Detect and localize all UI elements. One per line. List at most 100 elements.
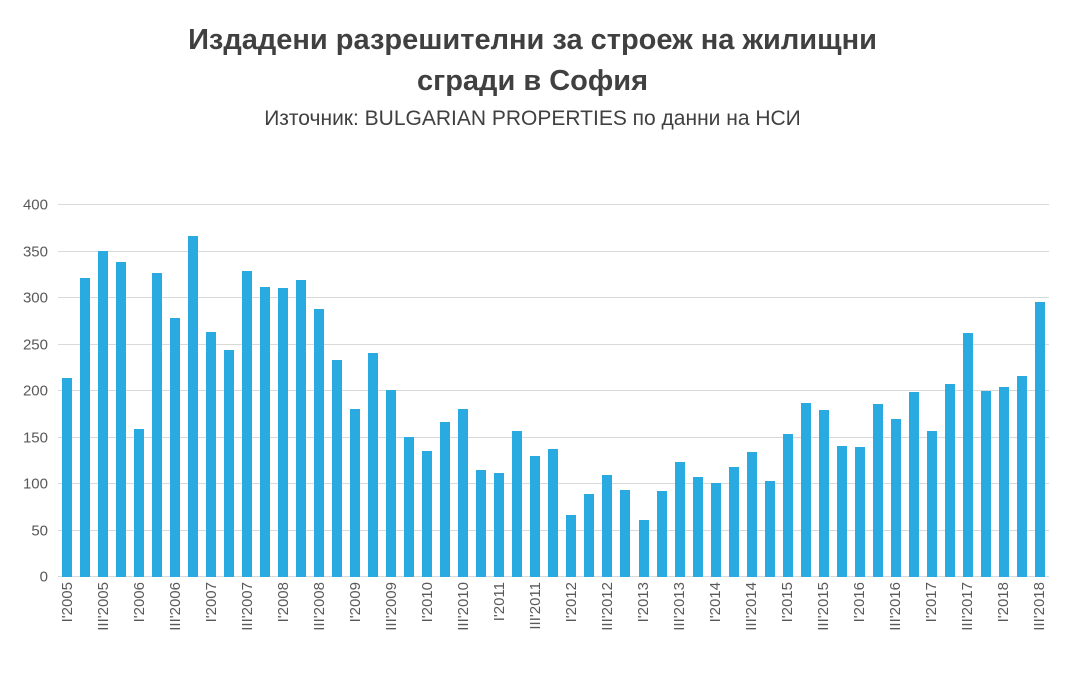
y-tick-label: 250 bbox=[22, 336, 48, 353]
plot-area bbox=[58, 204, 1049, 577]
x-slot bbox=[797, 582, 815, 666]
x-slot: III'2014 bbox=[743, 582, 761, 666]
x-tick-label: I'2017 bbox=[923, 582, 941, 623]
bar bbox=[458, 408, 469, 577]
bar-slot bbox=[959, 205, 977, 577]
x-tick-label: I'2014 bbox=[707, 582, 725, 623]
bar-slot bbox=[94, 205, 112, 577]
bar bbox=[386, 390, 397, 577]
bar-slot bbox=[905, 205, 923, 577]
x-tick-label: I'2013 bbox=[635, 582, 652, 623]
bar-series bbox=[58, 205, 1049, 577]
x-tick-label: I'2016 bbox=[851, 582, 869, 623]
x-slot bbox=[941, 582, 959, 666]
bar-slot bbox=[148, 205, 166, 577]
x-tick-label: III'2015 bbox=[815, 582, 833, 631]
chart-subtitle: Източник: BULGARIAN PROPERTIES по данни … bbox=[264, 107, 801, 130]
bar bbox=[800, 403, 811, 577]
x-tick-label: III'2007 bbox=[238, 582, 256, 631]
bar bbox=[872, 404, 883, 577]
x-tick-label: III'2014 bbox=[743, 582, 761, 631]
x-slot: I'2006 bbox=[130, 582, 148, 666]
bar bbox=[692, 476, 703, 577]
bar-slot bbox=[400, 205, 418, 577]
bar-slot bbox=[436, 205, 454, 577]
bar-slot bbox=[58, 205, 76, 577]
gridline bbox=[58, 343, 1049, 345]
bar bbox=[674, 461, 685, 577]
x-slot: III'2005 bbox=[94, 582, 112, 666]
bar bbox=[548, 448, 559, 577]
bar bbox=[656, 490, 667, 577]
bar bbox=[764, 481, 775, 577]
bar bbox=[278, 287, 289, 577]
bar bbox=[818, 409, 829, 577]
x-slot bbox=[220, 582, 238, 666]
x-slot bbox=[472, 582, 490, 666]
bar bbox=[350, 408, 361, 577]
bar-slot bbox=[923, 205, 941, 577]
y-tick-label: 100 bbox=[22, 475, 48, 493]
bar-slot bbox=[869, 205, 887, 577]
bar-slot bbox=[112, 205, 130, 577]
bar-slot bbox=[238, 205, 256, 577]
x-slot: I'2014 bbox=[707, 582, 725, 666]
bar-slot bbox=[310, 205, 328, 577]
x-slot: III'2007 bbox=[238, 582, 256, 666]
x-slot: I'2018 bbox=[995, 582, 1013, 666]
bar-slot bbox=[635, 205, 653, 577]
x-slot: I'2015 bbox=[779, 582, 797, 666]
bar bbox=[206, 332, 217, 577]
bar-slot bbox=[454, 205, 472, 577]
bar bbox=[260, 286, 271, 577]
bar-slot bbox=[526, 205, 544, 577]
x-tick-label: III'2006 bbox=[166, 582, 184, 631]
x-slot bbox=[761, 582, 779, 666]
bar-slot bbox=[1031, 205, 1049, 577]
bar-slot bbox=[166, 205, 184, 577]
x-slot bbox=[400, 582, 418, 666]
bar-slot bbox=[346, 205, 364, 577]
bar bbox=[566, 514, 577, 577]
y-tick-label: 200 bbox=[22, 382, 48, 400]
x-tick-label: III'2013 bbox=[671, 582, 689, 631]
bar-slot bbox=[833, 205, 851, 577]
bar bbox=[188, 235, 199, 577]
bar-slot bbox=[653, 205, 671, 577]
y-tick-label: 350 bbox=[22, 243, 48, 260]
bar bbox=[836, 445, 847, 577]
bar bbox=[962, 333, 973, 577]
bar bbox=[62, 377, 72, 577]
bar-slot bbox=[418, 205, 436, 577]
x-slot: III'2009 bbox=[382, 582, 400, 666]
bar-slot bbox=[616, 205, 634, 577]
x-slot bbox=[436, 582, 454, 666]
x-slot: III'2010 bbox=[454, 582, 472, 666]
bar bbox=[530, 456, 541, 577]
x-tick-label: III'2010 bbox=[454, 582, 472, 631]
bar bbox=[152, 272, 163, 577]
x-slot bbox=[328, 582, 346, 666]
y-tick-label: 400 bbox=[22, 196, 48, 214]
y-tick-label: 0 bbox=[39, 568, 48, 586]
x-slot bbox=[1013, 582, 1031, 666]
x-slot bbox=[616, 582, 634, 666]
x-slot: III'2008 bbox=[310, 582, 328, 666]
x-tick-label: I'2007 bbox=[202, 582, 220, 623]
x-slot: I'2007 bbox=[202, 582, 220, 666]
bar-chart: 0 50 100 150 200 250 300 350 400 I'2005 III'2005 I… bbox=[0, 198, 1065, 666]
plot-column: I'2005 III'2005 I'2006 III'2006 I'2007 III'20… bbox=[58, 204, 1049, 666]
x-slot bbox=[977, 582, 995, 666]
bar bbox=[998, 387, 1009, 577]
x-slot: III'2015 bbox=[815, 582, 833, 666]
x-tick-label: I'2015 bbox=[779, 582, 797, 623]
bar bbox=[224, 350, 235, 577]
bar bbox=[944, 383, 955, 577]
x-tick-label: III'2016 bbox=[887, 582, 905, 631]
bar bbox=[890, 418, 901, 577]
bar bbox=[602, 474, 613, 577]
x-tick-label: I'2009 bbox=[346, 582, 364, 623]
bar bbox=[854, 446, 865, 577]
bar-slot bbox=[761, 205, 779, 577]
